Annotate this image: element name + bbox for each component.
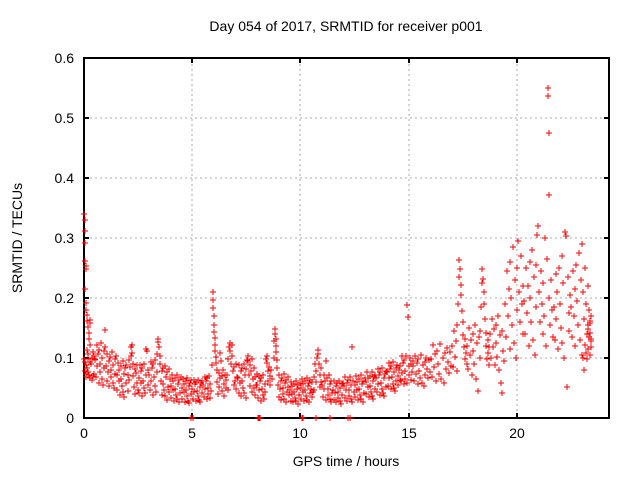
data-points [81,85,594,421]
y-tick-label: 0 [66,410,74,426]
x-axis-label: GPS time / hours [293,453,400,469]
x-tick-label: 10 [292,425,308,441]
y-tick-label: 0.4 [55,170,75,186]
chart-title: Day 054 of 2017, SRMTID for receiver p00… [209,18,482,34]
gridlines [85,59,608,417]
y-tick-label: 0.5 [55,110,75,126]
y-tick-label: 0.6 [55,50,75,66]
x-tick-label: 0 [80,425,88,441]
y-tick-label: 0.3 [55,230,75,246]
x-tick-label: 5 [188,425,196,441]
y-axis-label: SRMTID / TECUs [9,183,25,293]
y-tick-label: 0.2 [55,290,75,306]
x-tick-label: 20 [509,425,525,441]
tick-labels: 0 5 10 15 20 0 0.1 0.2 0.3 0.4 0.5 0.6 [55,50,525,441]
y-tick-label: 0.1 [55,350,75,366]
x-tick-label: 15 [401,425,417,441]
